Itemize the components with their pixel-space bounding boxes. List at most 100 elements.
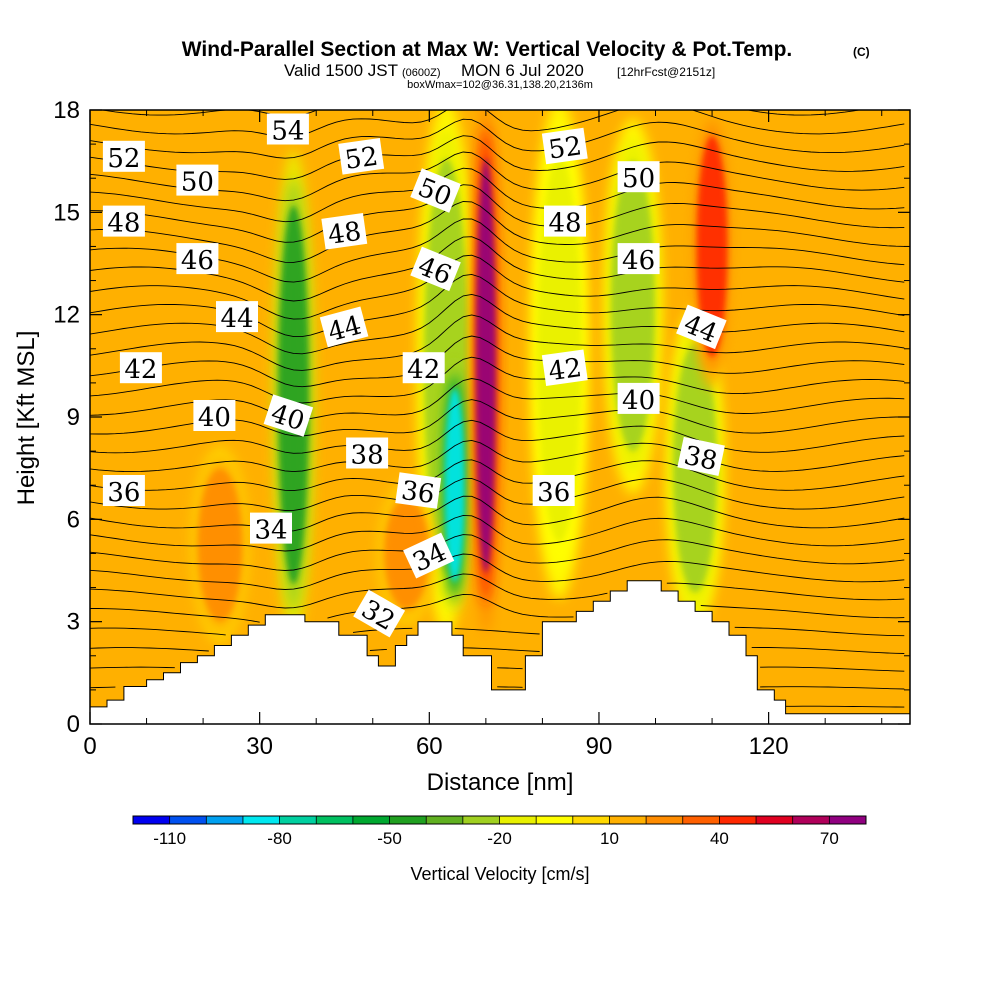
colorbar-swatch [536,816,574,824]
theta-label-text: 36 [107,478,140,508]
theta-contours [90,110,905,708]
colorbar-tick-label: -20 [487,829,512,848]
x-tick-label: 30 [246,733,273,760]
theta-contour-line [90,356,905,404]
colorbar-tick-label: 70 [820,829,839,848]
colorbar-tick-label: 10 [600,829,619,848]
theta-label-50: 50 [617,161,660,194]
theta-contour-line [90,335,905,388]
theta-label-text: 42 [407,355,440,385]
theta-contour-line [90,236,905,302]
theta-contour-line [90,118,905,159]
colorbar-swatch [682,816,720,824]
theta-label-42: 42 [119,352,162,385]
theta-label-38: 38 [346,437,389,471]
theta-contour-line [90,686,905,690]
theta-contour-line [90,646,905,654]
colorbar-swatch [133,816,171,824]
theta-label-bg [617,243,660,275]
colorbar-swatch [169,816,207,824]
theta-label-text: 52 [107,144,140,174]
theta-contour-line [90,419,905,454]
valid-zulu-label: (0600Z) [402,67,441,79]
colorbar-swatch [756,816,794,824]
colorbar-swatch [719,816,757,824]
theta-label-52: 52 [102,140,145,174]
theta-label-38: 38 [677,436,725,477]
theta-label-text: 40 [622,386,655,416]
theta-contour-line [90,184,905,243]
chart-title: Wind-Parallel Section at Max W: Vertical… [182,38,793,61]
valid-time-label: Valid 1500 JST [284,61,398,80]
theta-contour-line [90,573,905,609]
valid-date-label: MON 6 Jul 2020 [461,61,584,80]
theta-label-text: 48 [548,209,581,239]
theta-contour-line [90,439,905,473]
colorbar-label: Vertical Velocity [cm/s] [410,864,589,884]
theta-label-bg [102,475,145,506]
theta-label-54: 54 [266,113,309,147]
theta-label-52: 52 [541,127,588,166]
x-tick-label: 90 [586,733,613,760]
theta-label-text: 50 [622,164,655,194]
colorbar-swatch [609,816,647,824]
colorbar-swatch [389,816,427,824]
theta-label-text: 40 [198,403,231,433]
colorbar-swatch [352,816,391,824]
theta-contour-line [90,218,905,283]
theta-contour-line [90,459,905,492]
theta-label-text: 36 [537,478,570,508]
theta-contour-line [90,201,905,263]
theta-contour-line [90,151,905,202]
theta-label-bg [338,138,385,175]
theta-label-text: 50 [181,168,214,198]
theta-label-text: 38 [351,441,384,471]
theta-label-bg [319,306,369,348]
theta-label-40: 40 [617,382,660,416]
theta-label-bg [250,512,292,544]
theta-label-text: 46 [622,246,655,276]
theta-label-text: 52 [547,131,584,165]
theta-label-bg [676,304,727,350]
theta-label-bg [617,161,660,193]
theta-label-bg [346,437,389,469]
theta-contour-line [90,553,905,590]
y-tick-label: 12 [53,302,80,329]
theta-label-48: 48 [102,205,145,239]
theta-contour-line [785,705,905,708]
terrain [90,580,910,724]
colorbar-swatch [426,816,464,824]
theta-label-bg [266,113,309,145]
colorbar-swatch [646,816,684,824]
x-tick-label: 60 [416,733,443,760]
colorbar-swatch [572,816,610,824]
w-band-7-layer-2 [696,135,728,357]
theta-label-42: 42 [541,349,588,387]
theta-label-36: 36 [395,472,442,510]
y-tick-label: 18 [53,97,80,124]
y-axis-label: Height [Kft MSL] [13,331,40,506]
colorbar: -110 -80 -50 -20 10 40 70 [132,815,867,848]
theta-label-text: 48 [326,217,363,251]
theta-contour-line [90,378,905,420]
y-tick-label: 6 [67,506,80,533]
theta-label-text: 38 [681,441,720,477]
theta-label-text: 54 [271,117,304,147]
theta-label-bg [402,352,445,384]
theta-label-50: 50 [176,164,219,198]
colorbar-swatch [462,816,500,824]
chart-subtitle: Valid 1500 JST (0600Z) MON 6 Jul 2020 [1… [284,61,715,80]
w-band-4-layer-2 [537,155,582,543]
x-axis-label: Distance [nm] [427,769,574,796]
w-band-5-layer-2 [610,161,655,452]
colorbar-swatch [206,816,244,824]
theta-label-36: 36 [532,475,575,508]
y-tick-label: 15 [53,199,80,226]
colorbar-tick-label: 40 [710,829,729,848]
theta-contour-line [90,477,905,511]
x-axis: 0 30 60 90 120 [83,110,883,760]
x-tick-label: 0 [83,733,96,760]
y-tick-label: 9 [67,404,80,431]
